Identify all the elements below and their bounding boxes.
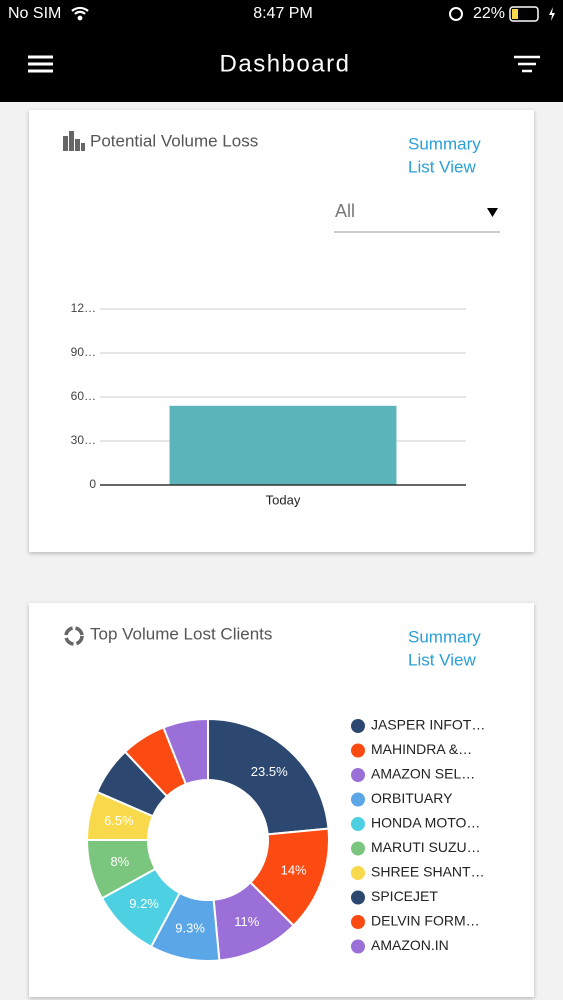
y-tick-label: 30… [71,433,96,447]
legend-label: SHREE SHANT… [371,864,485,880]
card-title: Potential Volume Loss [90,131,258,150]
legend-marker [351,841,365,856]
charging-icon [549,7,555,21]
page-title: Dashboard [220,50,351,77]
battery-level [512,9,518,19]
legend-label: ORBITUARY [371,790,453,806]
list-view-link[interactable]: List View [408,650,476,669]
y-tick-label: 60… [71,389,96,403]
data-label: 14% [281,862,307,877]
dropdown[interactable]: All [335,201,355,221]
legend-marker [351,768,365,782]
lock-icon [449,7,463,21]
legend-label: AMAZON.IN [371,937,449,953]
data-label: 23.5% [251,764,288,779]
legend-label: JASPER INFOT… [371,717,485,733]
x-tick-label: Today [266,492,301,507]
app-bar [0,0,563,102]
legend-label: MAHINDRA &… [371,741,472,757]
legend-marker [351,792,365,807]
y-tick-label: 90… [71,345,96,359]
filter-button[interactable] [514,55,540,73]
legend-label: SPICEJET [371,888,438,904]
legend-marker [351,939,365,954]
legend-marker [351,890,365,905]
legend-marker [351,866,365,880]
donut-icon [64,626,84,646]
dropdown-arrow[interactable] [487,208,498,217]
card-title: Top Volume Lost Clients [90,624,272,643]
battery-percent: 22% [473,5,505,22]
legend-marker [351,743,365,758]
data-label: 6.5% [104,813,134,828]
data-label: 8% [110,854,129,869]
bar [169,405,397,485]
legend-marker [351,817,365,831]
donut-slice [162,717,209,786]
wifi-icon [71,6,89,21]
summary-link[interactable]: Summary [408,627,481,646]
carrier: No SIM [8,5,61,22]
legend-marker [351,719,365,733]
battery-icon [509,6,539,22]
clock: 8:47 PM [253,5,313,22]
bar-icon [63,131,85,151]
legend-label: DELVIN FORM… [371,913,480,929]
donut-slice [207,717,330,836]
y-tick-label: 12… [71,301,96,315]
legend-marker [351,915,365,929]
data-label: 9.2% [129,896,159,911]
data-label: 9.3% [175,921,205,936]
legend-label: MARUTI SUZU… [371,839,481,855]
legend-label: AMAZON SEL… [371,766,475,782]
legend-label: HONDA MOTO… [371,815,480,831]
summary-link[interactable]: Summary [408,134,481,153]
data-label: 11% [234,914,259,929]
menu-button[interactable] [28,55,53,73]
list-view-link[interactable]: List View [408,157,476,176]
y-tick-label: 0 [89,477,96,491]
